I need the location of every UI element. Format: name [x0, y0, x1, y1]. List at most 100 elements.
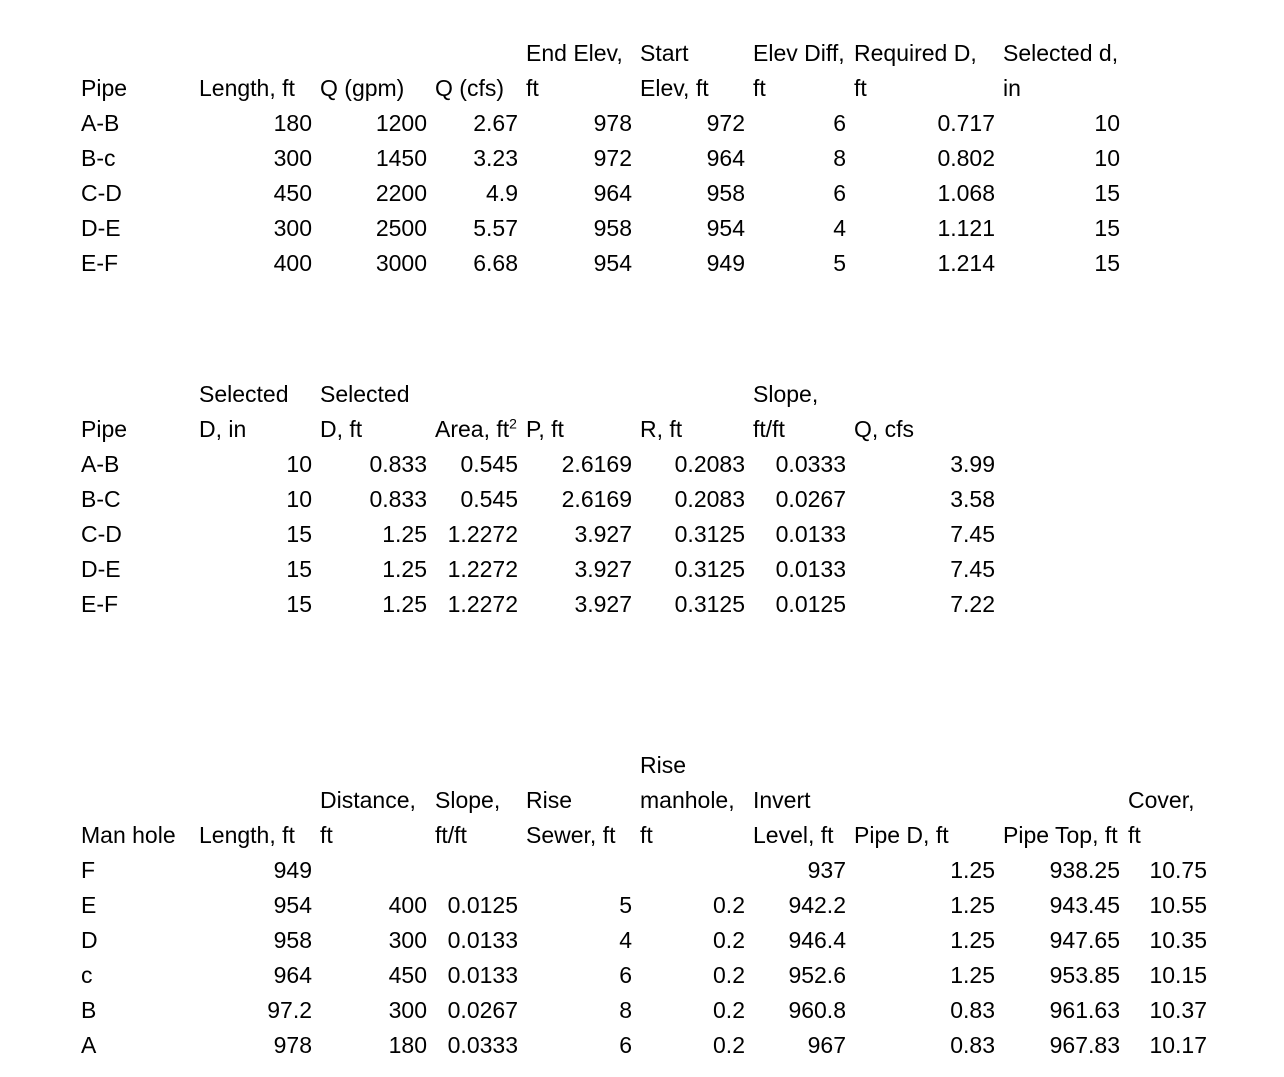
header-cell[interactable] [78, 780, 196, 815]
header-cell[interactable]: Length, ft [199, 822, 295, 848]
data-cell[interactable]: 0.2 [713, 927, 745, 953]
data-cell[interactable]: 4 [619, 927, 632, 953]
header-cell[interactable]: Area, ft2 [432, 409, 523, 444]
header-cell[interactable]: Rise [640, 752, 687, 778]
data-cell[interactable]: 953.85 [1049, 962, 1120, 988]
header-cell[interactable]: D, in [199, 416, 247, 442]
data-cell[interactable]: 947.65 [1049, 927, 1120, 953]
data-cell[interactable]: 1450 [375, 145, 427, 171]
data-cell[interactable]: 1.25 [382, 521, 427, 547]
header-cell[interactable] [1125, 745, 1212, 780]
row-label-cell[interactable]: c [81, 962, 93, 988]
header-cell[interactable]: Slope, [753, 381, 819, 407]
data-cell[interactable]: 5.57 [473, 215, 518, 241]
data-cell[interactable]: 949 [273, 857, 312, 883]
data-cell[interactable]: 6 [833, 110, 846, 136]
header-cell[interactable] [523, 745, 637, 780]
data-cell[interactable]: 0.0267 [447, 997, 518, 1023]
row-label-cell[interactable]: A-B [81, 451, 120, 477]
data-cell[interactable]: 942.2 [788, 892, 846, 918]
header-cell[interactable] [196, 780, 317, 815]
row-label-cell[interactable]: E-F [81, 591, 119, 617]
data-cell[interactable]: 15 [1094, 180, 1120, 206]
data-cell[interactable]: 0.802 [937, 145, 995, 171]
header-cell[interactable]: ft [753, 75, 766, 101]
data-cell[interactable]: 1.25 [950, 962, 995, 988]
data-cell[interactable]: 450 [388, 962, 427, 988]
header-cell[interactable]: End Elev, [526, 40, 623, 66]
header-cell[interactable] [78, 374, 196, 409]
data-cell[interactable]: 2.67 [473, 110, 518, 136]
header-cell[interactable]: R, ft [640, 416, 683, 442]
header-cell[interactable] [432, 374, 523, 409]
data-cell[interactable]: 0.2 [713, 1032, 745, 1058]
header-cell[interactable]: Start [640, 40, 689, 66]
row-label-cell[interactable]: A-B [81, 110, 120, 136]
data-cell[interactable]: 15 [286, 521, 312, 547]
data-cell[interactable]: 3.927 [574, 556, 632, 582]
data-cell[interactable]: 1200 [375, 110, 427, 136]
data-cell[interactable]: 958 [273, 927, 312, 953]
data-cell[interactable]: 3.23 [473, 145, 518, 171]
data-cell[interactable]: 3.99 [950, 451, 995, 477]
header-cell[interactable]: Length, ft [199, 75, 295, 101]
header-cell[interactable]: in [1003, 75, 1021, 101]
data-cell[interactable]: 10.15 [1149, 962, 1207, 988]
data-cell[interactable]: 958 [706, 180, 745, 206]
data-cell[interactable]: 2.6169 [561, 486, 632, 512]
data-cell[interactable]: 8 [833, 145, 846, 171]
data-cell[interactable]: 1.25 [950, 927, 995, 953]
header-cell[interactable] [78, 33, 196, 68]
header-cell[interactable]: ft [320, 822, 333, 848]
header-cell[interactable] [851, 745, 1000, 780]
data-cell[interactable]: 964 [706, 145, 745, 171]
data-cell[interactable]: 0.0133 [775, 521, 846, 547]
header-cell[interactable]: Rise [526, 787, 573, 813]
data-cell[interactable]: 97.2 [267, 997, 312, 1023]
data-cell[interactable]: 10 [1094, 145, 1120, 171]
data-cell[interactable]: 10 [1094, 110, 1120, 136]
data-cell[interactable]: 2.6169 [561, 451, 632, 477]
data-cell[interactable]: 0.0133 [447, 962, 518, 988]
data-cell[interactable]: 0.0125 [775, 591, 846, 617]
header-cell[interactable]: Elev, ft [640, 75, 709, 101]
data-cell[interactable]: 6 [619, 1032, 632, 1058]
data-cell[interactable]: 952.6 [788, 962, 846, 988]
data-cell[interactable]: 400 [273, 250, 312, 276]
data-cell[interactable]: 0.83 [950, 997, 995, 1023]
data-cell[interactable]: 0.0125 [447, 892, 518, 918]
header-cell[interactable]: Required D, [854, 40, 977, 66]
data-cell[interactable]: 10 [286, 486, 312, 512]
row-label-cell[interactable]: F [81, 857, 96, 883]
data-cell[interactable]: 6.68 [473, 250, 518, 276]
data-cell[interactable]: 2200 [375, 180, 427, 206]
data-cell[interactable]: 1.214 [937, 250, 995, 276]
header-cell[interactable]: Slope, [435, 787, 501, 813]
data-cell[interactable]: 954 [593, 250, 632, 276]
data-cell[interactable]: 1.068 [937, 180, 995, 206]
header-cell[interactable]: Distance, [320, 787, 416, 813]
header-cell[interactable] [317, 33, 432, 68]
data-cell[interactable]: 180 [388, 1032, 427, 1058]
header-cell[interactable]: P, ft [526, 416, 564, 442]
header-cell[interactable]: ft [1128, 822, 1141, 848]
data-cell[interactable]: 2500 [375, 215, 427, 241]
header-cell[interactable]: Pipe [81, 416, 128, 442]
header-cell[interactable]: Selected d, [1003, 40, 1119, 66]
data-cell[interactable]: 5 [619, 892, 632, 918]
header-cell[interactable]: Q, cfs [854, 416, 915, 442]
data-cell[interactable]: 1.25 [382, 591, 427, 617]
data-cell[interactable]: 15 [286, 591, 312, 617]
header-cell[interactable]: Sewer, ft [526, 822, 616, 848]
data-cell[interactable]: 964 [593, 180, 632, 206]
data-cell[interactable]: 1.2272 [447, 591, 518, 617]
data-cell[interactable]: 15 [1094, 215, 1120, 241]
row-label-cell[interactable]: A [81, 1032, 97, 1058]
data-cell[interactable]: 954 [273, 892, 312, 918]
data-cell[interactable] [523, 850, 637, 885]
data-cell[interactable]: 450 [273, 180, 312, 206]
data-cell[interactable]: 978 [593, 110, 632, 136]
data-cell[interactable]: 3.927 [574, 521, 632, 547]
data-cell[interactable]: 180 [273, 110, 312, 136]
data-cell[interactable]: 961.63 [1049, 997, 1120, 1023]
